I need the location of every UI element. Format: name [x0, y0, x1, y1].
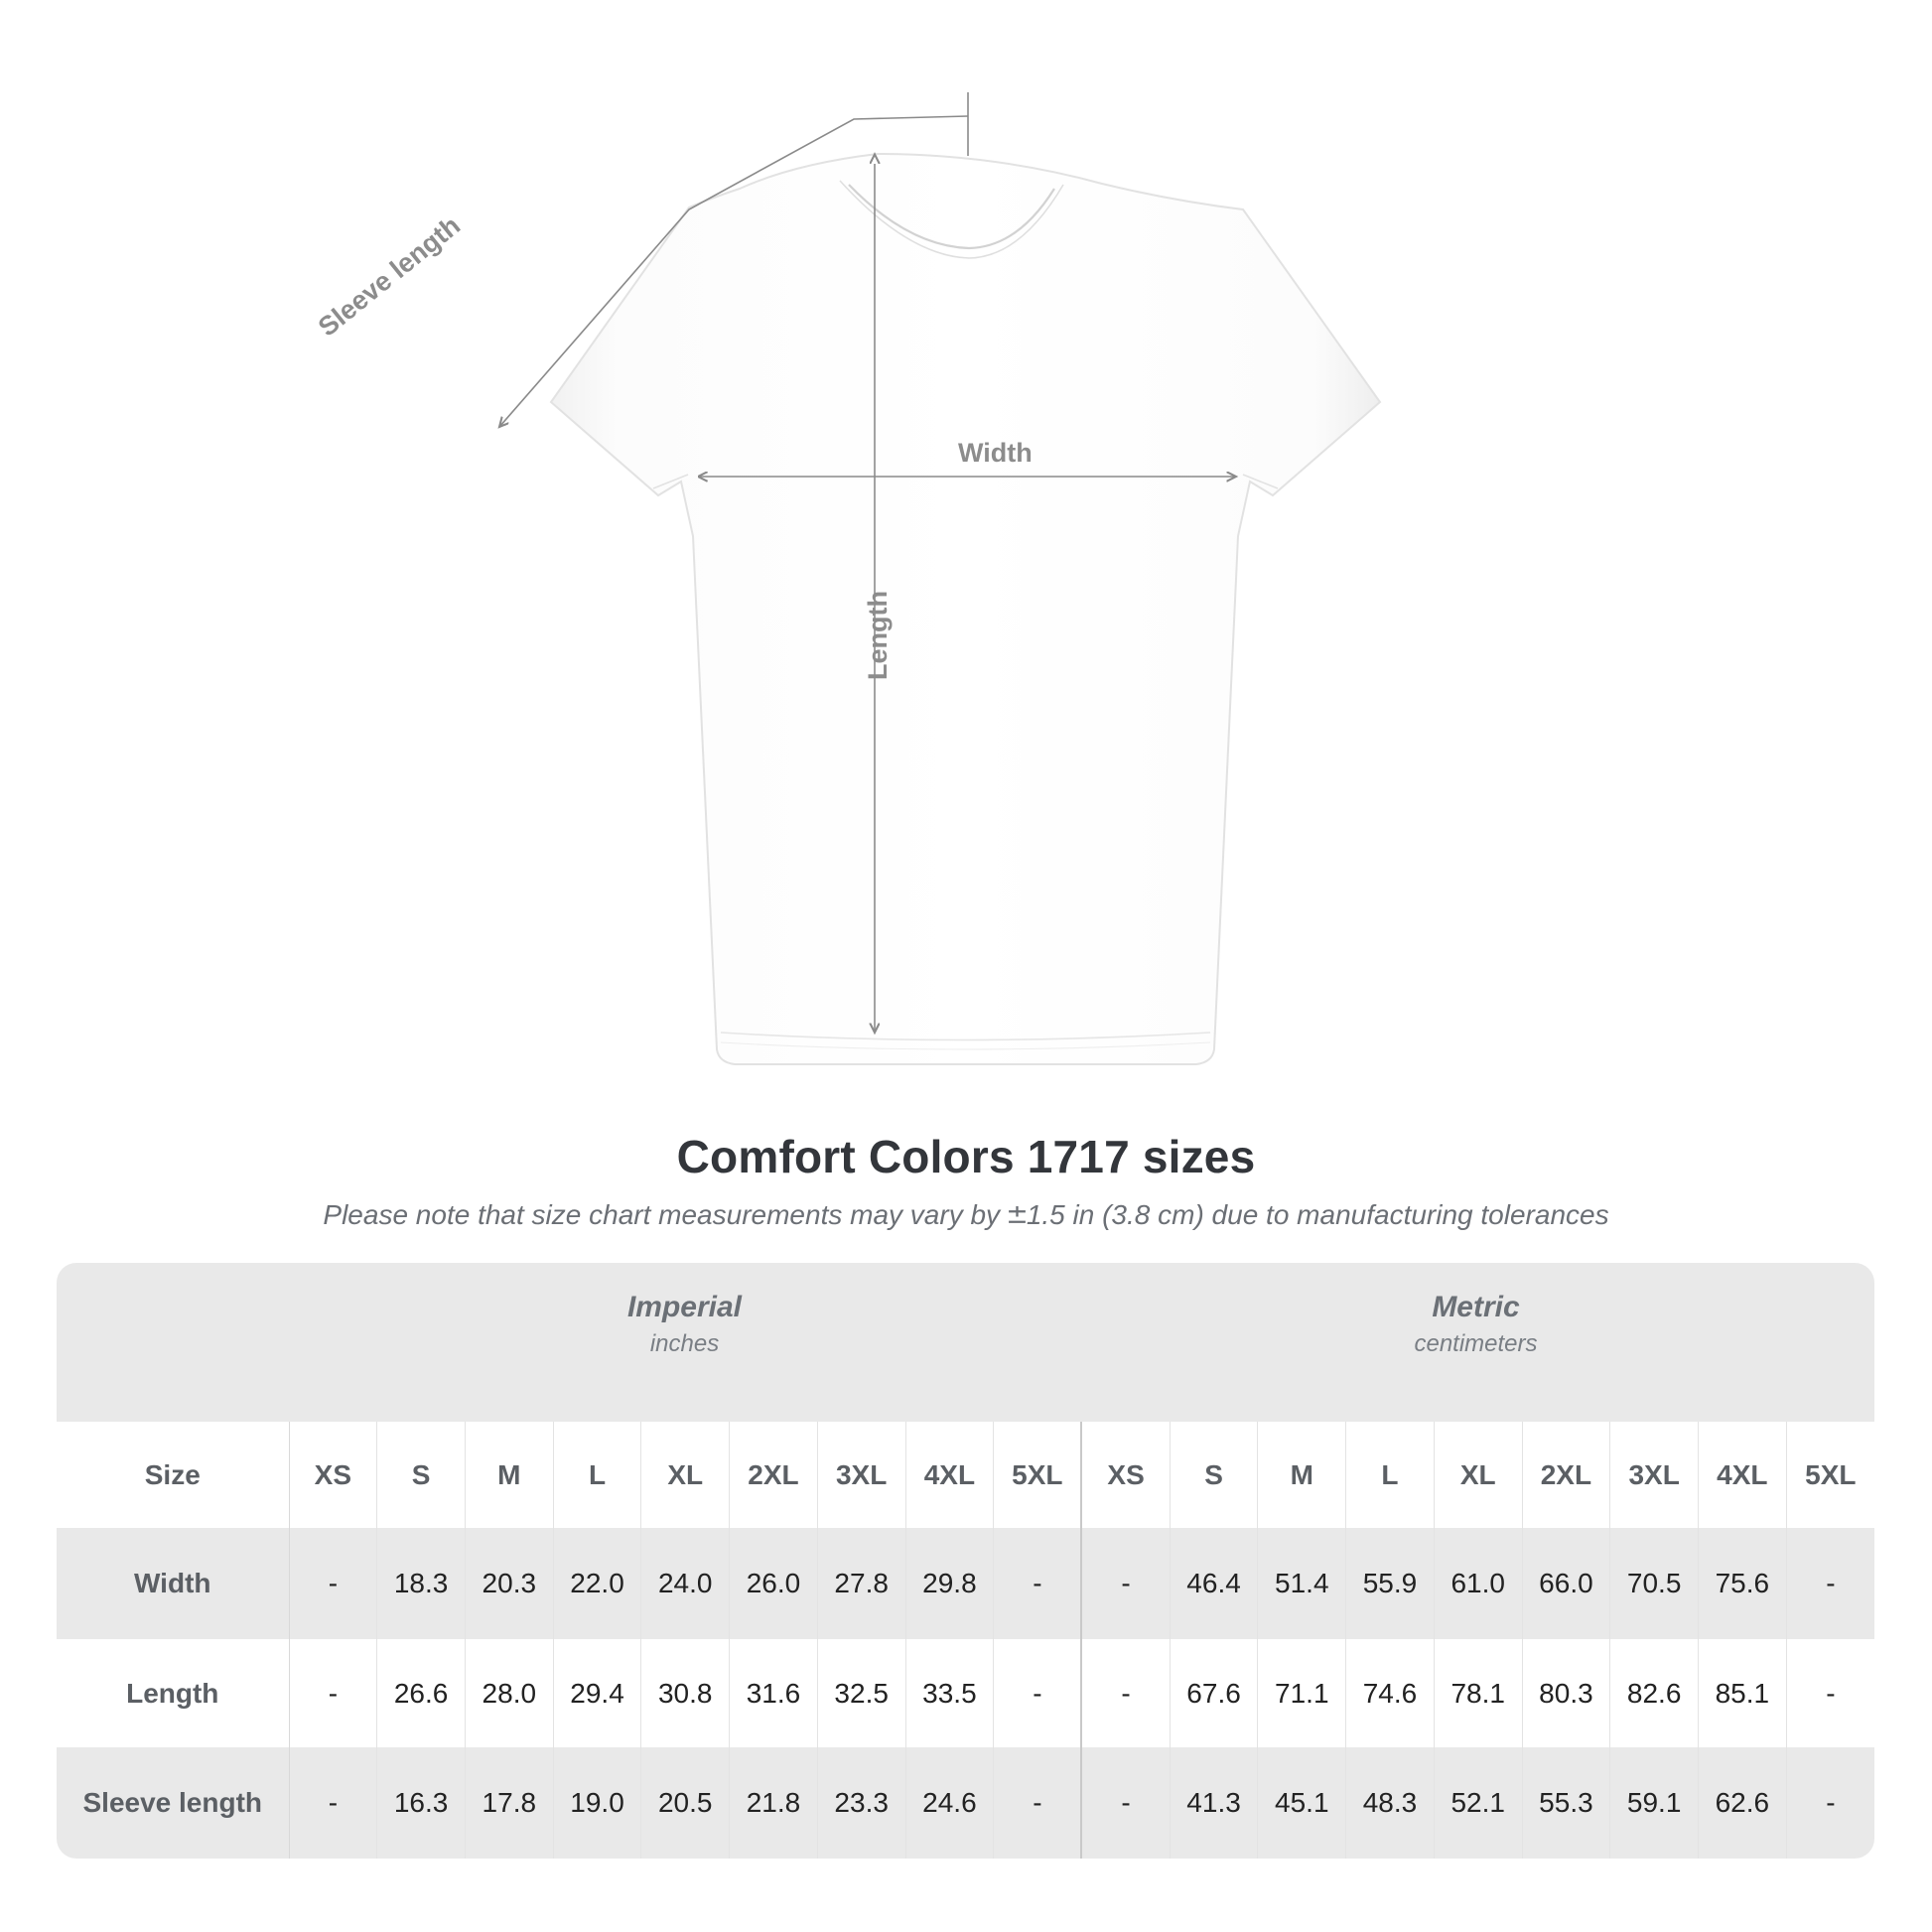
svg-text:Sleeve length: Sleeve length	[313, 210, 466, 343]
svg-text:Width: Width	[958, 438, 1033, 468]
svg-text:Length: Length	[863, 591, 893, 680]
